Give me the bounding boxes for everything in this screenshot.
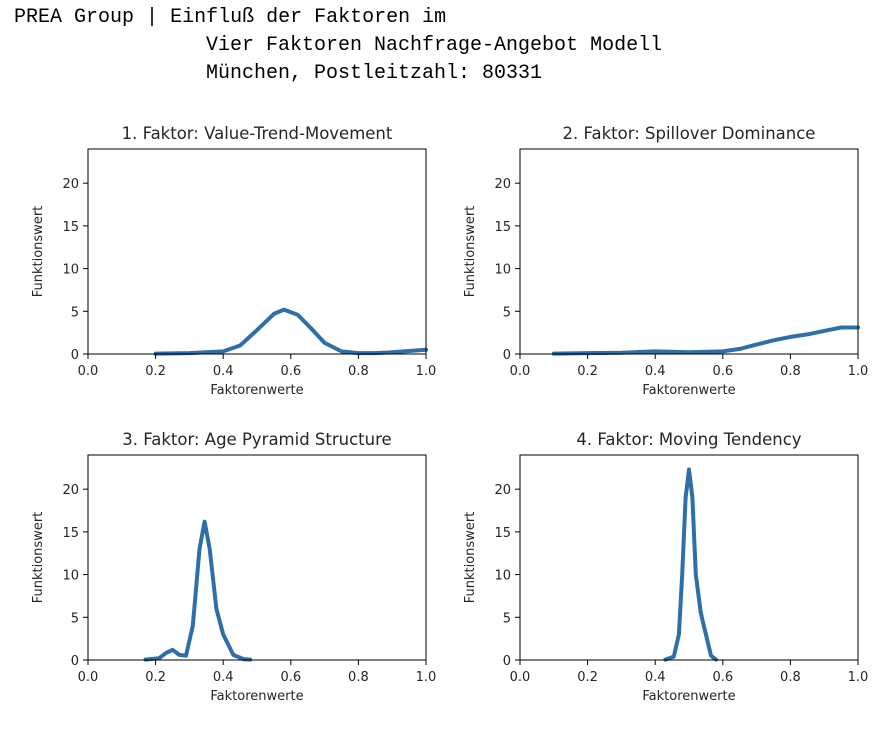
chart-1-y-tick-label: 20 (62, 177, 79, 192)
chart-1-y-tick-label: 15 (62, 220, 79, 235)
chart-4-title: 4. Faktor: Moving Tendency (576, 430, 801, 449)
chart-1-y-axis-label: Funktionswert (31, 206, 46, 298)
chart-4-x-tick-label: 0.8 (780, 670, 801, 685)
chart-2-x-tick-label: 0.2 (577, 364, 598, 379)
chart-4-x-tick-label: 0.6 (712, 670, 733, 685)
chart-2-y-tick-label: 10 (494, 263, 511, 278)
chart-4: 0.0 0.2 0.4 0.6 0.8 1.0 0 5 10 15 20 4. Faktor: Mov… (463, 430, 868, 704)
chart-3-axes-frame (87, 454, 427, 661)
chart-3-x-tick-label: 0.6 (280, 670, 301, 685)
chart-1-x-tick-label: 1.0 (416, 364, 437, 379)
chart-1-y-tick-label: 5 (71, 305, 79, 320)
chart-1-y-tick-label: 0 (71, 348, 79, 363)
chart-1-y-tick-label: 10 (62, 263, 79, 278)
title-line-1: Einfluß der Faktoren im (170, 6, 447, 29)
chart-2-y-tick-label: 5 (503, 305, 511, 320)
brand-name: PREA Group (14, 6, 135, 29)
chart-2-y-tick-label: 20 (494, 177, 511, 192)
chart-4-series-line (663, 467, 718, 662)
chart-4-x-tick-label: 0.2 (577, 670, 598, 685)
chart-3-y-tick-label: 5 (71, 611, 79, 626)
chart-3-y-tick-label: 15 (62, 526, 79, 541)
chart-2: 0.0 0.2 0.4 0.6 0.8 1.0 0 5 10 15 20 2. Faktor: Spi… (463, 124, 868, 398)
brand-separator: | (146, 6, 159, 29)
chart-3-x-tick-label: 0.0 (78, 670, 99, 685)
chart-3-x-tick-label: 0.4 (213, 670, 234, 685)
chart-1-x-tick-label: 0.0 (78, 364, 99, 379)
chart-2-title: 2. Faktor: Spillover Dominance (563, 124, 816, 143)
chart-2-x-tick-label: 1.0 (848, 364, 869, 379)
chart-1-x-tick-label: 0.6 (280, 364, 301, 379)
chart-1-series-line (153, 307, 428, 356)
chart-2-x-tick-label: 0.0 (510, 364, 531, 379)
chart-2-x-tick-label: 0.4 (645, 364, 666, 379)
chart-2-axes-frame (519, 148, 859, 355)
chart-3-title: 3. Faktor: Age Pyramid Structure (122, 430, 391, 449)
chart-1-axes-frame (87, 148, 427, 355)
chart-1-x-axis-label: Faktorenwerte (210, 383, 303, 398)
chart-4-y-tick-label: 0 (503, 654, 511, 669)
chart-4-y-tick-label: 10 (494, 569, 511, 584)
brand-line: PREA Group | Einfluß der Faktoren im (14, 4, 446, 32)
chart-3-y-tick-label: 0 (71, 654, 79, 669)
chart-1: 0.0 0.2 0.4 0.6 0.8 1.0 0 5 10 15 20 1. Faktor: Val… (31, 124, 436, 398)
chart-1-x-tick-label: 0.4 (213, 364, 234, 379)
chart-3-x-tick-label: 0.2 (145, 670, 166, 685)
page-header: PREA Group | Einfluß der Faktoren im Vie… (0, 0, 882, 100)
chart-2-x-tick-label: 0.8 (780, 364, 801, 379)
chart-2-x-tick-label: 0.6 (712, 364, 733, 379)
chart-3-x-tick-label: 0.8 (348, 670, 369, 685)
chart-3-x-axis-label: Faktorenwerte (210, 689, 303, 704)
chart-1-title: 1. Faktor: Value-Trend-Movement (122, 124, 393, 143)
chart-4-x-axis-label: Faktorenwerte (642, 689, 735, 704)
title-line-2: Vier Faktoren Nachfrage-Angebot Modell (206, 34, 663, 57)
chart-3: 0.0 0.2 0.4 0.6 0.8 1.0 0 5 10 15 20 3. Faktor: Age… (31, 430, 436, 704)
chart-4-axes-frame (519, 454, 859, 661)
chart-2-series-line (551, 325, 860, 356)
chart-4-x-tick-label: 0.0 (510, 670, 531, 685)
chart-2-y-tick-label: 15 (494, 220, 511, 235)
chart-2-x-axis-label: Faktorenwerte (642, 383, 735, 398)
chart-2-y-tick-label: 0 (503, 348, 511, 363)
chart-1-x-tick-label: 0.8 (348, 364, 369, 379)
chart-3-series-line (143, 519, 253, 662)
chart-4-y-tick-label: 20 (494, 483, 511, 498)
chart-4-y-tick-label: 15 (494, 526, 511, 541)
chart-4-x-tick-label: 0.4 (645, 670, 666, 685)
chart-4-y-tick-label: 5 (503, 611, 511, 626)
chart-1-x-tick-label: 0.2 (145, 364, 166, 379)
chart-3-y-tick-label: 10 (62, 569, 79, 584)
chart-3-y-axis-label: Funktionswert (31, 512, 46, 604)
title-line-3: München, Postleitzahl: 80331 (206, 62, 543, 85)
chart-2-y-axis-label: Funktionswert (463, 206, 478, 298)
chart-3-x-tick-label: 1.0 (416, 670, 437, 685)
chart-4-y-axis-label: Funktionswert (463, 512, 478, 604)
chart-3-y-tick-label: 20 (62, 483, 79, 498)
chart-4-x-tick-label: 1.0 (848, 670, 869, 685)
